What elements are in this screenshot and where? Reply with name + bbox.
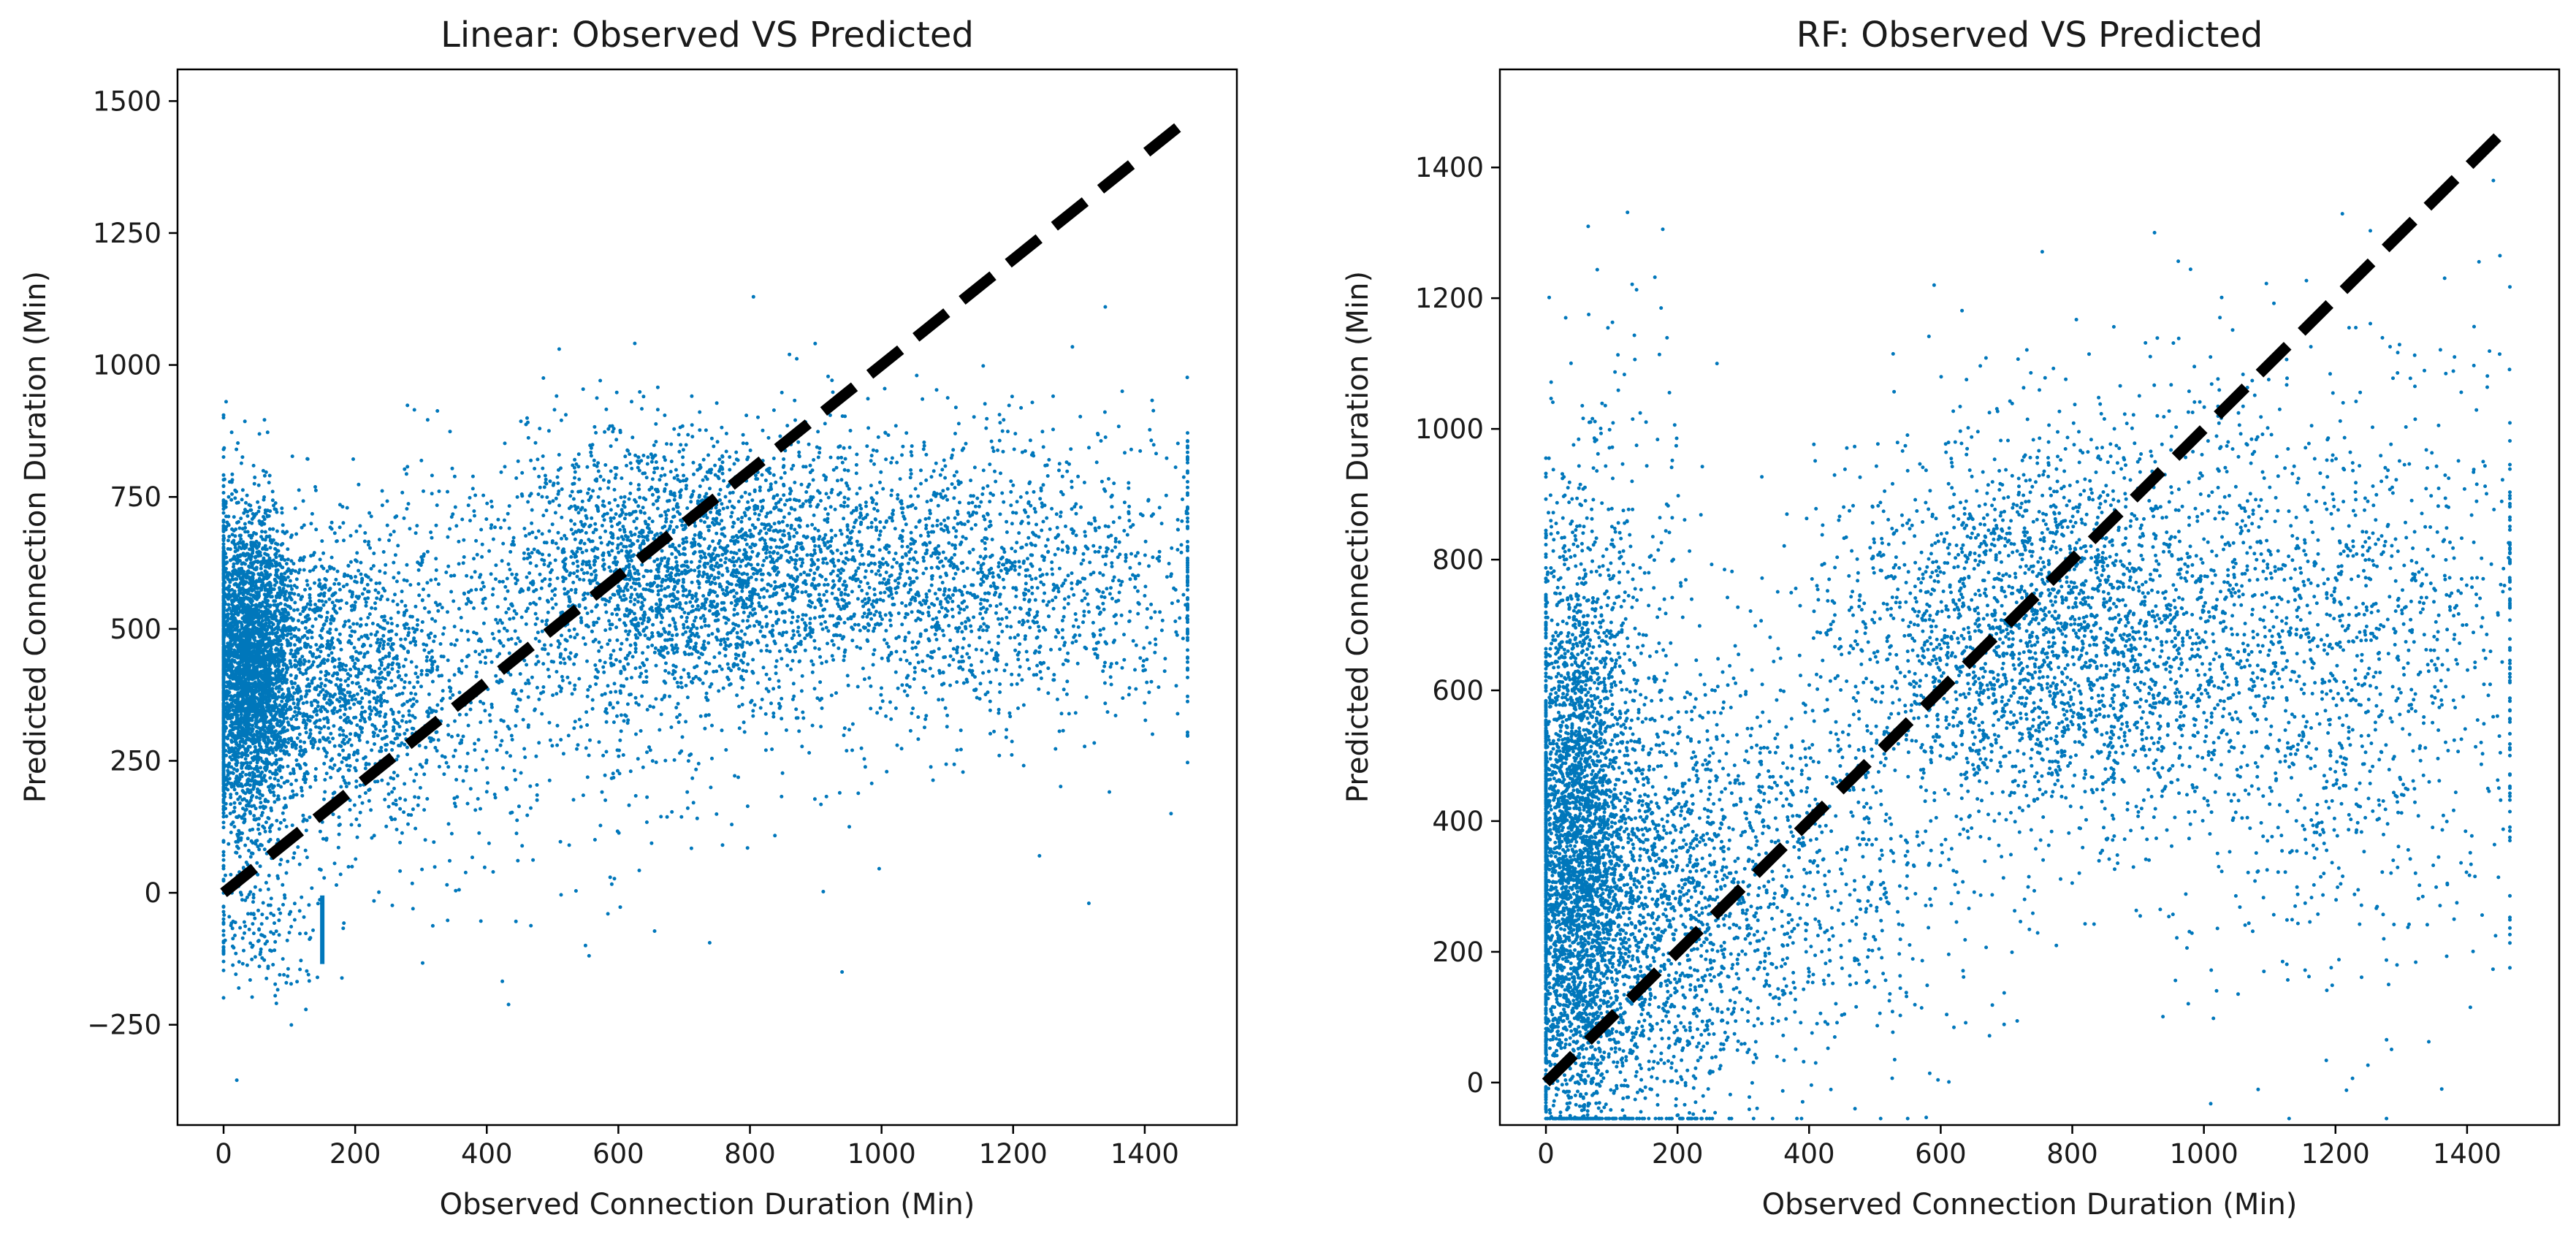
linear-chart-title: Linear: Observed VS Predicted bbox=[441, 15, 974, 56]
rf-x-tick-label: 800 bbox=[2046, 1138, 2098, 1170]
rf-reference-line bbox=[1542, 121, 2514, 1087]
rf-y-tick-label: 1000 bbox=[1415, 413, 1484, 445]
linear-reference-line bbox=[220, 115, 1192, 897]
linear-data-points bbox=[221, 294, 1190, 1083]
rf-y-tick-label: 1400 bbox=[1415, 152, 1484, 183]
linear-x-tick-label: 600 bbox=[592, 1138, 644, 1170]
rf-y-tick-label: 800 bbox=[1432, 544, 1484, 576]
rf-x-axis-label: Observed Connection Duration (Min) bbox=[1762, 1188, 2298, 1221]
rf-x-tick-label: 200 bbox=[1652, 1138, 1704, 1170]
linear-y-tick-label: 1250 bbox=[93, 218, 161, 249]
rf-data-points bbox=[1544, 178, 2512, 1121]
linear-x-tick-label: 200 bbox=[329, 1138, 381, 1170]
rf-chart-title: RF: Observed VS Predicted bbox=[1796, 15, 2263, 56]
rf-x-tick-label: 1200 bbox=[2301, 1138, 2370, 1170]
linear-y-tick-label: 0 bbox=[144, 877, 161, 909]
linear-x-tick-label: 1400 bbox=[1110, 1138, 1179, 1170]
linear-y-tick-label: −250 bbox=[87, 1010, 161, 1041]
linear-y-tick-label: 250 bbox=[110, 745, 161, 777]
linear-y-tick-label: 1000 bbox=[93, 350, 161, 381]
rf-y-tick-label: 1200 bbox=[1415, 283, 1484, 314]
linear-x-tick-label: 1000 bbox=[847, 1138, 916, 1170]
linear-x-tick-label: 0 bbox=[215, 1138, 232, 1170]
linear-point-cloud bbox=[221, 294, 1190, 1083]
rf-point-cloud bbox=[1544, 178, 2512, 1121]
linear-scatter-panel: Linear: Observed VS Predicted Observed C… bbox=[19, 15, 1238, 1221]
linear-x-axis-label: Observed Connection Duration (Min) bbox=[440, 1188, 975, 1221]
linear-x-tick-label: 400 bbox=[461, 1138, 513, 1170]
rf-plot-frame bbox=[1498, 68, 2561, 1126]
linear-plot-frame bbox=[176, 68, 1238, 1126]
rf-y-tick-label: 600 bbox=[1432, 675, 1484, 706]
linear-y-tick-label: 500 bbox=[110, 614, 161, 645]
linear-y-tick-label: 1500 bbox=[93, 85, 161, 117]
rf-x-tick-label: 1400 bbox=[2433, 1138, 2501, 1170]
rf-x-tick-label: 400 bbox=[1783, 1138, 1835, 1170]
rf-x-tick-label: 1000 bbox=[2170, 1138, 2238, 1170]
rf-x-tick-label: 600 bbox=[1915, 1138, 1967, 1170]
linear-tick-group: 0 200 400 600 800 1000 1200 1400 −250 0 250 500 750 1… bbox=[87, 85, 1179, 1170]
linear-y-tick-label: 750 bbox=[110, 481, 161, 513]
linear-x-tick-label: 1200 bbox=[979, 1138, 1048, 1170]
rf-scatter-panel: RF: Observed VS Predicted Observed Conne… bbox=[1341, 15, 2561, 1221]
rf-y-tick-label: 400 bbox=[1432, 806, 1484, 837]
linear-y-axis-label: Predicted Connection Duration (Min) bbox=[19, 271, 53, 803]
rf-x-tick-label: 0 bbox=[1537, 1138, 1555, 1170]
rf-y-tick-label: 200 bbox=[1432, 937, 1484, 968]
rf-y-axis-label: Predicted Connection Duration (Min) bbox=[1341, 271, 1375, 803]
rf-y-tick-label: 0 bbox=[1466, 1067, 1484, 1099]
linear-x-tick-label: 800 bbox=[724, 1138, 776, 1170]
rf-tick-group: 0 200 400 600 800 1000 1200 1400 0 200 400 600 800 10… bbox=[1415, 152, 2501, 1170]
